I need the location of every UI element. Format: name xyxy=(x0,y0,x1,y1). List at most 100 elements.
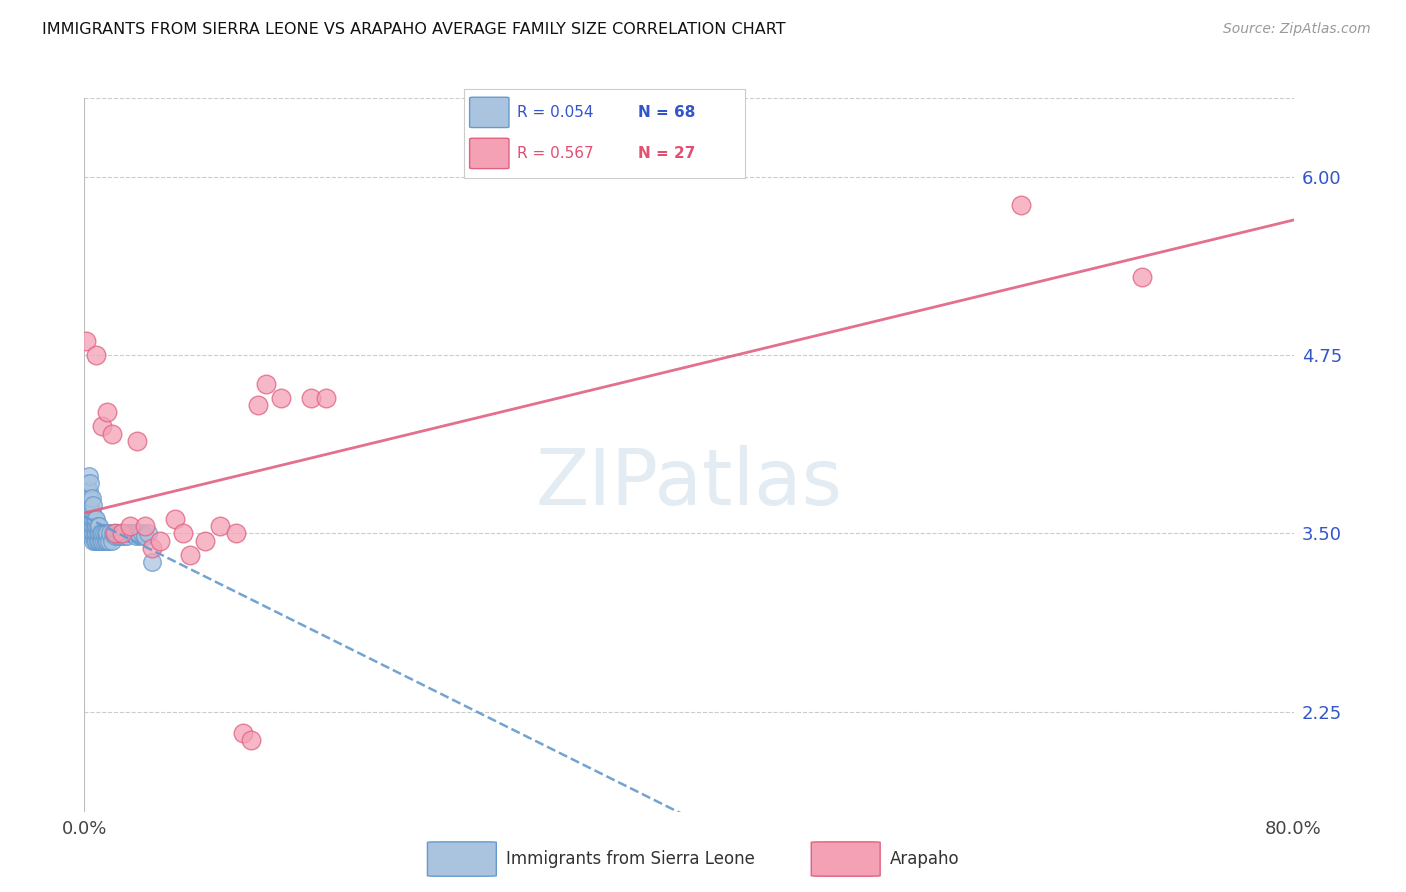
Point xyxy=(96,526,118,541)
Point xyxy=(94,526,117,541)
Point xyxy=(91,419,114,434)
Point xyxy=(232,726,254,740)
Point xyxy=(79,491,101,505)
Point xyxy=(77,483,100,498)
Point xyxy=(89,533,111,548)
Point xyxy=(121,526,143,541)
Point xyxy=(90,526,112,541)
Point xyxy=(93,533,115,548)
Point xyxy=(76,476,98,491)
Point xyxy=(100,533,122,548)
Point xyxy=(105,526,128,541)
Point xyxy=(112,529,135,543)
Point xyxy=(77,491,100,505)
Point xyxy=(86,348,108,362)
Point xyxy=(91,533,114,548)
Point xyxy=(127,434,149,448)
Point xyxy=(127,526,149,541)
Text: R = 0.567: R = 0.567 xyxy=(517,146,593,161)
Point xyxy=(77,512,100,526)
Point xyxy=(1011,198,1033,212)
Point xyxy=(75,526,97,541)
Point xyxy=(82,533,104,548)
Point xyxy=(149,533,172,548)
Point xyxy=(84,526,107,541)
Text: Arapaho: Arapaho xyxy=(890,849,960,868)
FancyBboxPatch shape xyxy=(427,842,496,876)
Point xyxy=(89,519,111,533)
Point xyxy=(80,491,103,505)
Point xyxy=(90,533,112,548)
Text: R = 0.054: R = 0.054 xyxy=(517,105,593,120)
Point xyxy=(1130,269,1153,284)
Point xyxy=(120,526,142,541)
Point xyxy=(114,526,136,541)
Text: N = 68: N = 68 xyxy=(638,105,696,120)
Point xyxy=(129,529,152,543)
Point xyxy=(79,505,101,519)
Point xyxy=(75,334,97,348)
Point xyxy=(82,519,104,533)
Point xyxy=(77,469,100,483)
Point xyxy=(179,548,201,562)
Point xyxy=(299,391,322,405)
Text: ZIPatlas: ZIPatlas xyxy=(536,445,842,522)
Point xyxy=(108,526,131,541)
Point xyxy=(86,526,108,541)
Point xyxy=(96,405,118,419)
Point xyxy=(270,391,292,405)
Point xyxy=(115,529,138,543)
Point xyxy=(86,519,108,533)
Point xyxy=(87,519,110,533)
Point xyxy=(96,533,118,548)
Text: Source: ZipAtlas.com: Source: ZipAtlas.com xyxy=(1223,22,1371,37)
Point xyxy=(111,526,134,541)
Point xyxy=(107,529,129,543)
Point xyxy=(79,498,101,512)
Point xyxy=(239,733,262,747)
Point xyxy=(80,526,103,541)
FancyBboxPatch shape xyxy=(470,138,509,169)
Point xyxy=(104,526,127,541)
Point xyxy=(82,512,104,526)
Point xyxy=(80,519,103,533)
Point xyxy=(254,376,277,391)
Point xyxy=(315,391,337,405)
Text: N = 27: N = 27 xyxy=(638,146,696,161)
Point xyxy=(84,519,107,533)
FancyBboxPatch shape xyxy=(470,97,509,128)
Point xyxy=(100,426,122,441)
Point xyxy=(80,505,103,519)
Point xyxy=(111,526,134,541)
Point xyxy=(134,519,156,533)
Point xyxy=(82,498,104,512)
Point xyxy=(104,529,127,543)
FancyBboxPatch shape xyxy=(811,842,880,876)
Text: IMMIGRANTS FROM SIERRA LEONE VS ARAPAHO AVERAGE FAMILY SIZE CORRELATION CHART: IMMIGRANTS FROM SIERRA LEONE VS ARAPAHO … xyxy=(42,22,786,37)
Point xyxy=(97,533,120,548)
Point xyxy=(86,533,108,548)
Point xyxy=(225,526,247,541)
Point xyxy=(98,526,121,541)
Point xyxy=(79,476,101,491)
Point xyxy=(76,498,98,512)
Point xyxy=(165,512,187,526)
Point xyxy=(118,519,141,533)
Point xyxy=(194,533,217,548)
Point xyxy=(131,526,153,541)
Point xyxy=(87,526,110,541)
Point xyxy=(87,533,110,548)
Text: Immigrants from Sierra Leone: Immigrants from Sierra Leone xyxy=(506,849,755,868)
Point xyxy=(172,526,194,541)
Point xyxy=(82,526,104,541)
Point xyxy=(125,529,148,543)
Point xyxy=(134,529,156,543)
Point xyxy=(101,526,124,541)
Point xyxy=(94,533,117,548)
Point xyxy=(80,512,103,526)
Point xyxy=(141,555,163,569)
Point xyxy=(91,526,114,541)
Point xyxy=(118,526,141,541)
Point xyxy=(110,529,132,543)
Point xyxy=(136,526,159,541)
